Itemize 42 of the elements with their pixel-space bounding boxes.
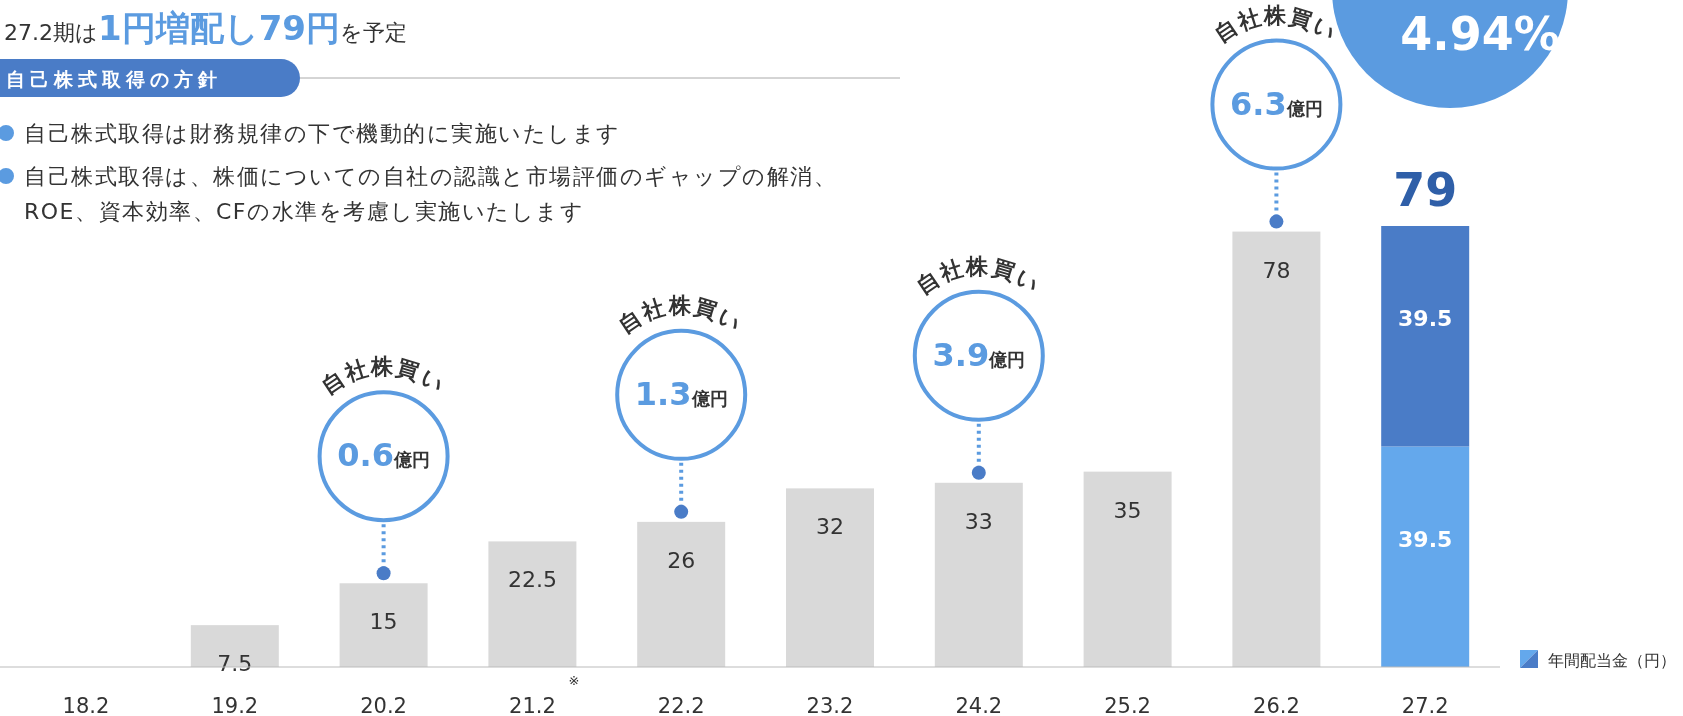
data-label: 32: [816, 514, 844, 540]
legend-label: 年間配当金（円）: [1548, 651, 1676, 670]
x-tick-label: 24.2: [955, 694, 1003, 716]
data-label: 35: [1113, 497, 1142, 523]
annotation: 3.9億円: [932, 335, 1026, 374]
data-label: 15: [369, 609, 398, 635]
annotation: 1.3億円: [634, 374, 728, 413]
text: 自己株式取得は、株価についての自社の認識と市場評価のギャップの解消、ROE、資本効率、CFの水準を考慮し実施いたします: [24, 164, 837, 224]
x-tick-label: 27.2: [1401, 694, 1449, 716]
data-label: 7.5: [217, 651, 253, 677]
data-label: 78: [1262, 257, 1291, 283]
bar: [1232, 231, 1321, 667]
x-tick-label: 22.2: [657, 694, 705, 716]
annotation: 0.6億円: [337, 436, 430, 475]
annotation: 自社株買い: [614, 292, 749, 338]
x-tick-label: 26.2: [1253, 694, 1300, 716]
bar: [1083, 471, 1172, 667]
bar: [1381, 446, 1470, 667]
bar: [488, 541, 577, 667]
bar: [339, 583, 428, 667]
data-label: 26: [667, 547, 696, 573]
text: 自己株式取得は財務規律の下で機動的に実施いたします: [24, 121, 621, 146]
data-label: 33: [964, 508, 993, 534]
text: 4.94%: [1400, 7, 1560, 61]
bar: [1381, 226, 1470, 447]
text: ※: [568, 673, 580, 688]
x-tick-label: 18.2: [62, 694, 110, 716]
data-label: 22.5: [507, 567, 557, 593]
bar: [637, 521, 726, 667]
total-label: 79: [1393, 163, 1458, 217]
x-tick-label: 19.2: [211, 694, 259, 716]
data-label: 39.5: [1398, 526, 1453, 552]
annotation: 自社株買い: [316, 354, 451, 400]
x-tick-label: 20.2: [360, 694, 407, 716]
bar: [786, 488, 874, 667]
bar: [934, 482, 1023, 667]
data-label: 39.5: [1398, 306, 1453, 332]
annotation: 自社株買い: [911, 253, 1046, 299]
chart-subtitle: 自己株式取得の方針: [6, 68, 222, 90]
x-tick-label: 23.2: [806, 694, 854, 716]
x-tick-label: 21.2: [509, 694, 556, 716]
x-tick-label: 25.2: [1104, 694, 1151, 716]
